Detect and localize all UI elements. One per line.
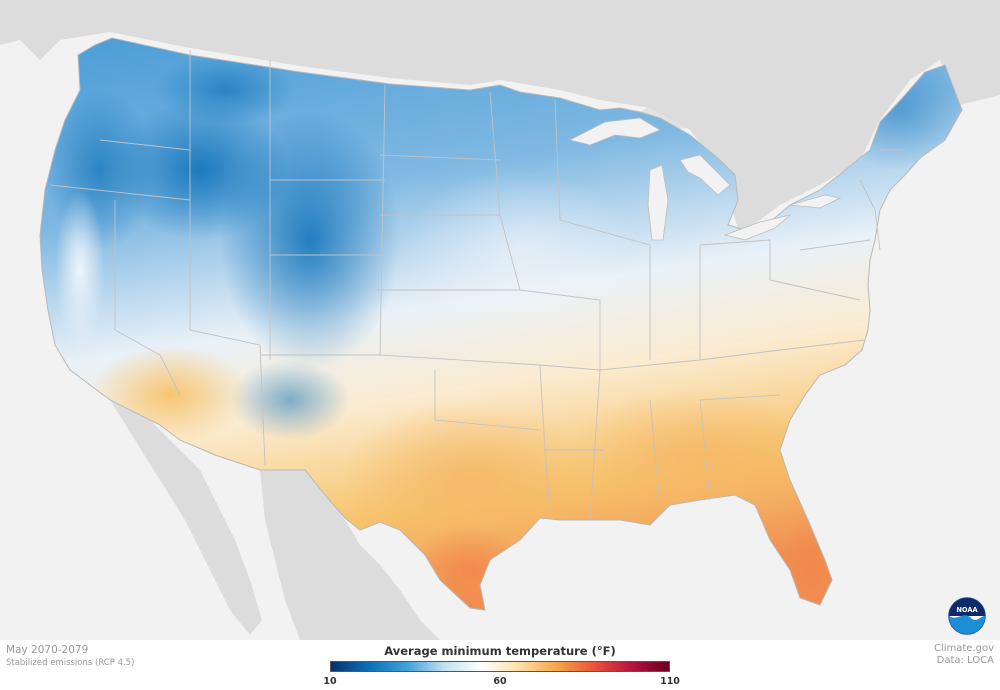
legend-tick-min: 10	[323, 676, 337, 687]
legend-tick-max: 110	[660, 676, 680, 687]
site-credit[interactable]: Climate.gov	[933, 643, 994, 654]
legend-title: Average minimum temperature (°F)	[384, 644, 616, 658]
state-boundaries	[49, 50, 905, 521]
emissions-scenario-label: Stabilized emissions (RCP 4.5)	[6, 658, 135, 668]
great-lakes	[568, 117, 842, 241]
map-panel	[0, 0, 1000, 640]
noaa-logo-text: NOAA	[956, 606, 978, 614]
map-footer: May 2070-2079 Stabilized emissions (RCP …	[0, 640, 1000, 690]
data-source-credit: Data: LOCA	[936, 655, 994, 666]
surrounding-land	[0, 0, 1000, 640]
noaa-logo-icon: NOAA	[948, 597, 986, 635]
legend-color-bar	[330, 661, 670, 672]
legend-tick-mid: 60	[493, 676, 507, 687]
time-period-label: May 2070-2079	[6, 644, 89, 656]
map-svg	[0, 0, 1000, 640]
